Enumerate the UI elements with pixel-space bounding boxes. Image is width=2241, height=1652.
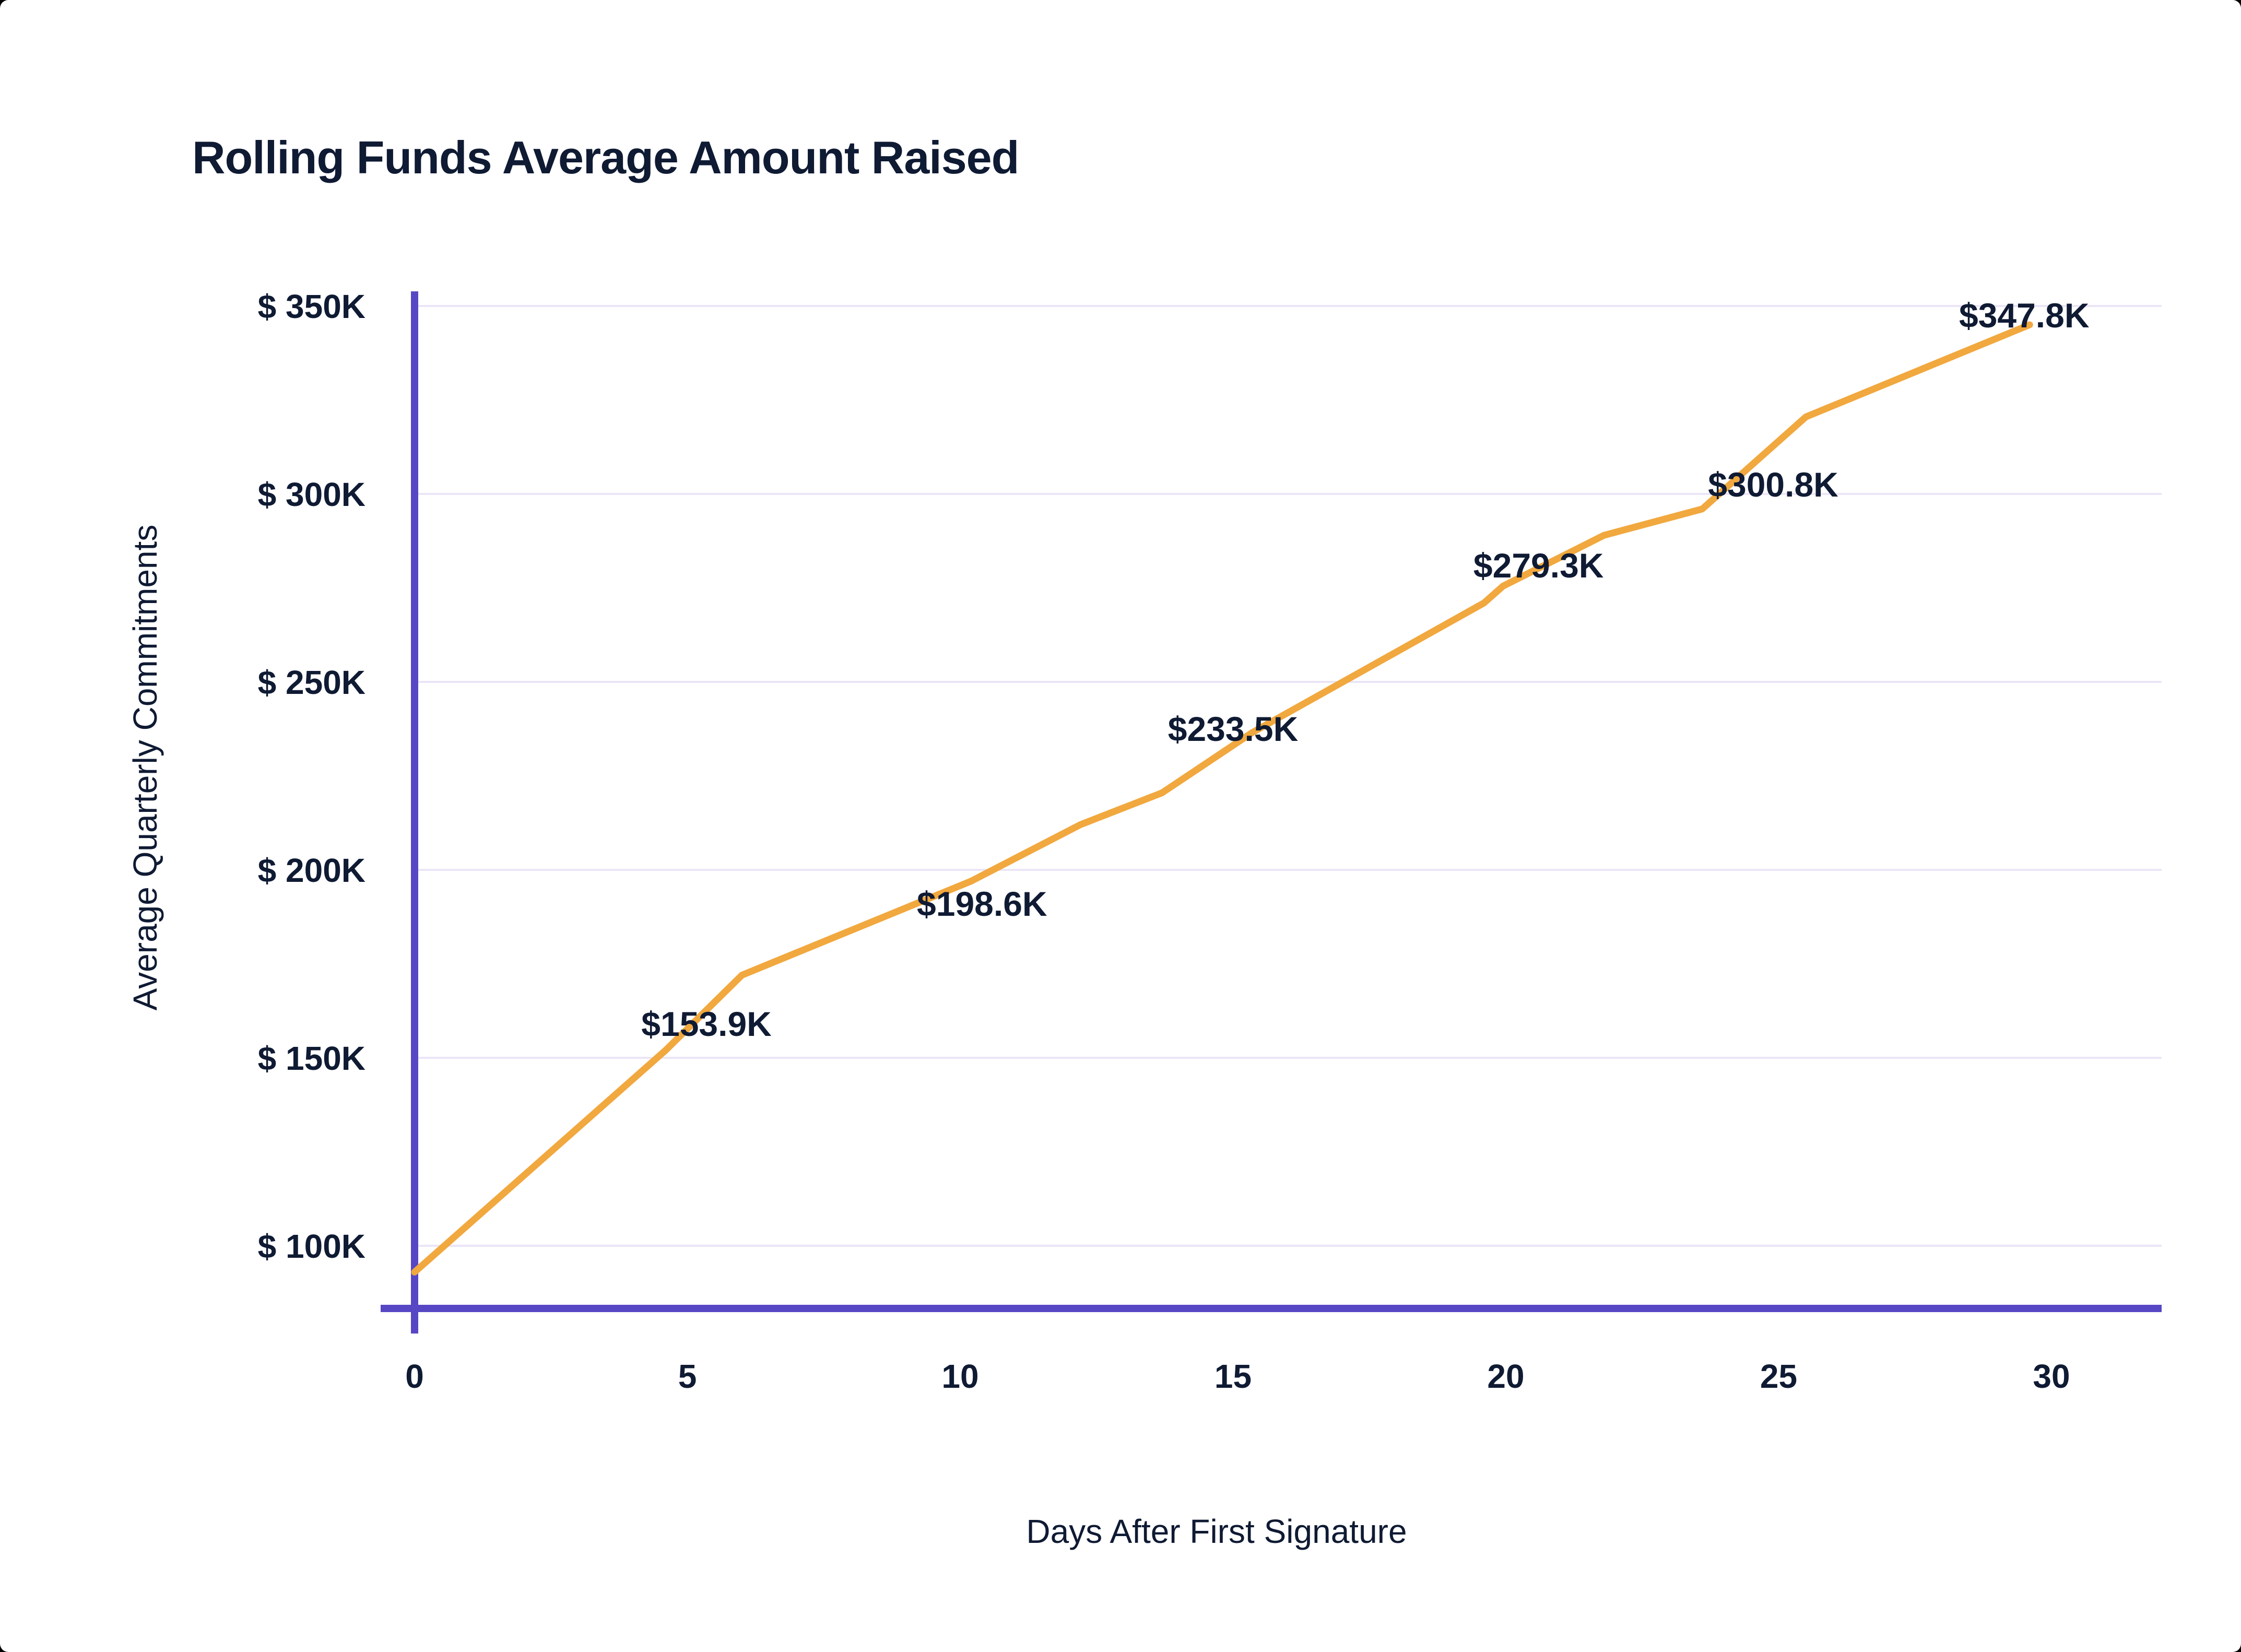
x-tick-label: 25 [1760, 1358, 1797, 1395]
chart-title: Rolling Funds Average Amount Raised [192, 132, 1019, 183]
y-tick-label: $ 300K [258, 476, 365, 513]
series-line [411, 321, 2033, 1276]
x-tick-label: 5 [678, 1358, 697, 1395]
gridlines [415, 305, 2162, 1247]
data-label: $347.8K [1959, 296, 2090, 335]
series-line-path [411, 321, 2033, 1276]
y-tick-label: $ 150K [258, 1040, 365, 1077]
data-labels: $153.9K $198.6K $233.5K $279.3K $300.8K $347.… [641, 296, 2090, 1043]
axes [381, 291, 2162, 1334]
y-tick-label: $ 350K [258, 288, 365, 325]
x-tick-label: 0 [405, 1358, 424, 1395]
y-tick-label: $ 200K [258, 852, 365, 889]
x-axis-title: Days After First Signature [1026, 1513, 1407, 1550]
x-tick-label: 15 [1214, 1358, 1252, 1395]
y-axis-title: Average Quarterly Commitments [126, 525, 164, 1011]
data-label: $233.5K [1168, 710, 1299, 748]
data-label: $198.6K [917, 884, 1047, 923]
x-tick-labels: 0 5 10 15 20 25 30 [405, 1358, 2070, 1395]
x-tick-label: 20 [1487, 1358, 1524, 1395]
data-label: $153.9K [641, 1005, 772, 1043]
y-tick-label: $ 100K [258, 1228, 365, 1265]
x-tick-label: 10 [941, 1358, 978, 1395]
data-label: $300.8K [1708, 465, 1838, 504]
data-label: $279.3K [1473, 546, 1604, 585]
x-tick-label: 30 [2033, 1358, 2070, 1395]
y-tick-label: $ 250K [258, 664, 365, 701]
y-tick-labels: $ 350K $ 300K $ 250K $ 200K $ 150K $ 100K [258, 288, 365, 1265]
